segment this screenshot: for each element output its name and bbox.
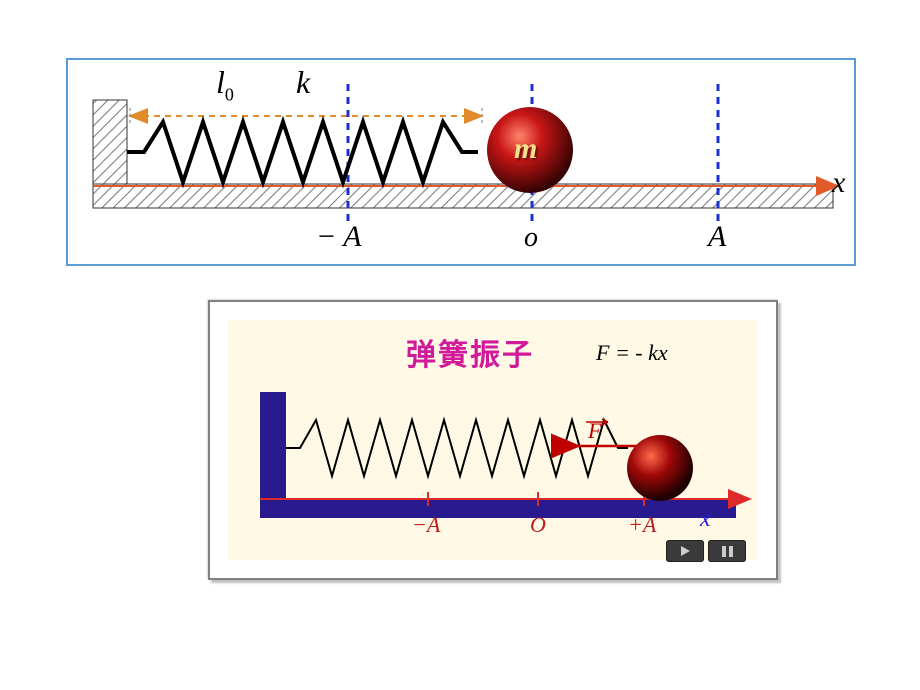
spring-bottom [286,420,628,476]
spring-top [127,122,478,182]
wall-bottom [260,392,286,502]
marker-label-A: A [708,220,726,254]
tick-label-plus-A: +A [628,512,656,538]
tick-label-O: O [530,512,546,538]
spring-mass-diagram-bottom: 弹簧振子 F = - kx F −A O +A x [208,300,778,580]
mass-ball-bottom [627,435,693,501]
label-l0-text: l [216,64,225,100]
spring-mass-diagram-top: l0 k m x − A o A [66,58,856,266]
title-bottom: 弹簧振子 [406,330,534,374]
equation-label: F = - kx [596,340,668,366]
play-button[interactable] [666,540,704,562]
bottom-inner: 弹簧振子 F = - kx F −A O +A x [228,320,758,560]
top-svg [68,60,858,268]
marker-label-o: o [524,222,538,254]
wall-top [93,100,127,184]
pause-icon [722,546,733,557]
axis-label-x-bottom: x [700,506,711,533]
play-icon [681,546,690,556]
mass-label-top: m [514,132,537,166]
label-l0: l0 [216,64,234,105]
label-k: k [296,64,310,101]
marker-label-minus-A: − A [316,220,362,254]
label-l0-sub: 0 [225,84,234,104]
force-label: F [588,418,601,444]
ground-bottom [260,498,736,518]
axis-label-x-top: x [832,166,845,200]
pause-button[interactable] [708,540,746,562]
ground-top [93,184,833,208]
tick-label-minus-A: −A [412,512,440,538]
